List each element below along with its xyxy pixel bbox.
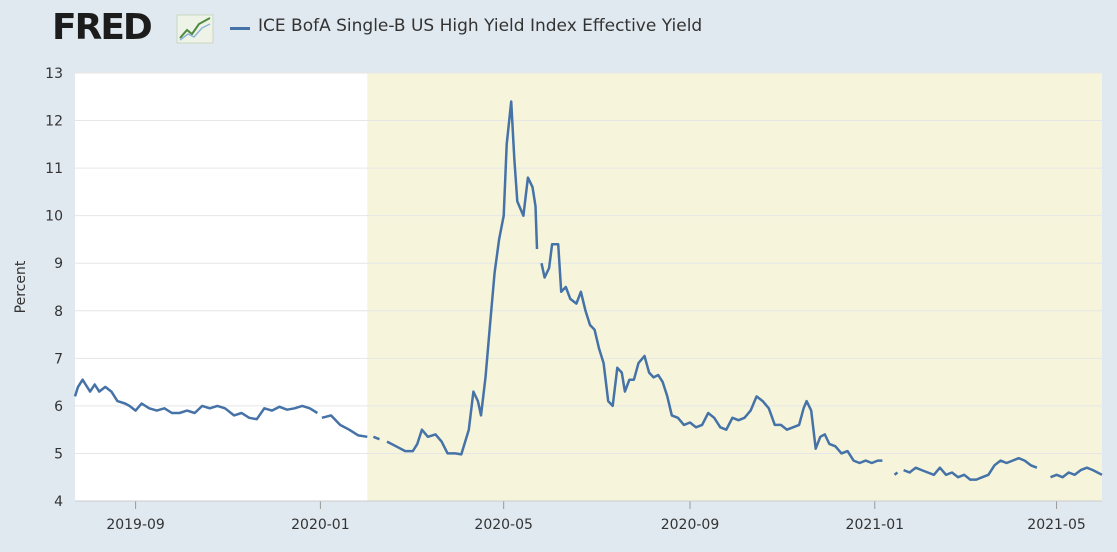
- x-tick-label: 2021-05: [1027, 517, 1086, 533]
- series-line-segment: [386, 100, 539, 456]
- y-tick-label: 9: [54, 256, 63, 272]
- y-tick-label: 10: [45, 209, 63, 225]
- x-tick-label: 2021-01: [846, 517, 905, 533]
- fred-logo[interactable]: FRED: [52, 7, 153, 48]
- y-tick-label: 6: [54, 399, 63, 415]
- recession-shaded-region: [367, 73, 1102, 501]
- fred-trend-graph-icon: [176, 14, 214, 44]
- y-axis-label: Percent: [13, 260, 29, 313]
- x-tick-label: 2020-09: [661, 517, 720, 533]
- x-axis-ticks: 2019-09 2020-01 2020-05 2020-09 2021-01 2021-…: [75, 500, 1102, 533]
- series-line-segment: [540, 242, 883, 465]
- y-tick-label: 7: [54, 351, 63, 367]
- x-tick-label: 2020-05: [474, 517, 533, 533]
- series-line-segment: [903, 456, 1038, 481]
- x-tick-label: 2019-09: [106, 517, 165, 533]
- y-tick-label: 8: [54, 304, 63, 320]
- series-line-segment: [73, 378, 319, 421]
- y-axis-ticks: 4 5 6 7 8 9 10 11 12 13: [45, 66, 63, 510]
- series-line-segment: [372, 435, 380, 441]
- series-line-segment: [321, 414, 368, 439]
- chart-header: FRED ICE BofA Single-B US High Yield Ind…: [0, 0, 1117, 60]
- legend-series-label: ICE BofA Single-B US High Yield Index Ef…: [258, 16, 703, 36]
- series-line-segment: [893, 471, 899, 476]
- series-lines: [73, 100, 1103, 481]
- y-tick-label: 4: [54, 494, 63, 510]
- legend-swatch: [230, 27, 250, 30]
- y-tick-label: 12: [45, 114, 63, 130]
- y-tick-label: 11: [45, 161, 63, 177]
- x-tick-label: 2020-01: [291, 517, 350, 533]
- series-line-segment: [1050, 466, 1103, 479]
- y-tick-label: 13: [45, 66, 63, 82]
- y-tick-label: 5: [54, 446, 63, 462]
